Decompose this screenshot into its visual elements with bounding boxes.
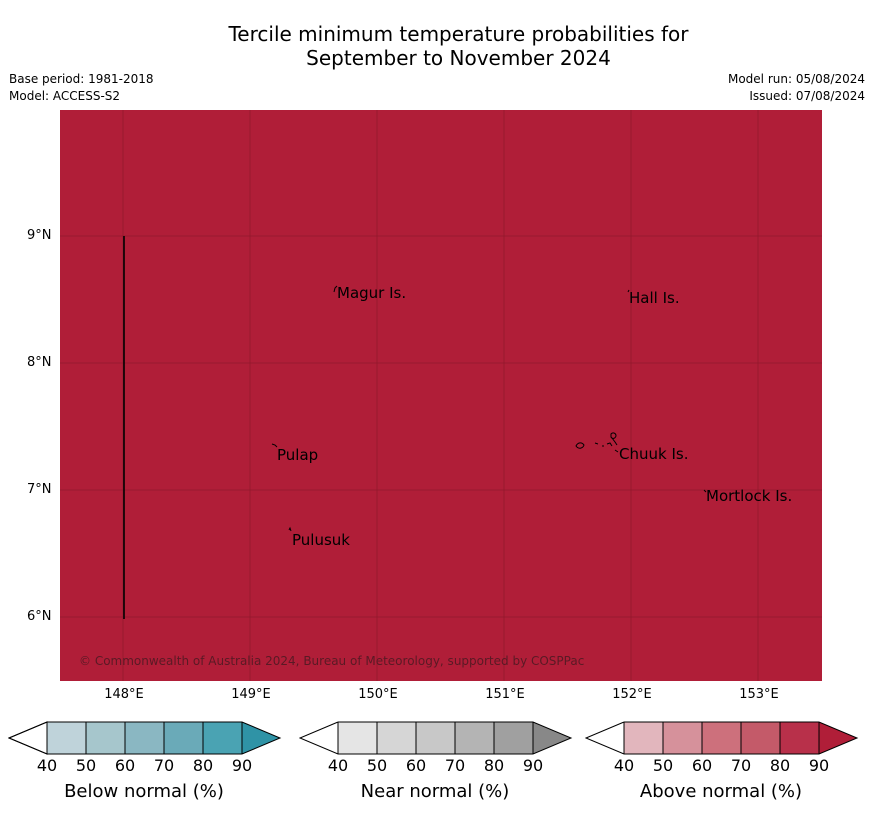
colorbar-above-swatch-50-60 — [663, 722, 702, 754]
model-name: Model: ACCESS-S2 — [9, 89, 121, 103]
tick: 50 — [652, 756, 674, 775]
tick: 90 — [808, 756, 830, 775]
colorbar-below-under-arrow — [8, 721, 48, 755]
issued-date: Issued: 07/08/2024 — [749, 89, 865, 103]
chart-title: Tercile minimum temperature probabilitie… — [0, 22, 873, 70]
base-period: Base period: 1981-2018 — [9, 72, 154, 86]
tick: 80 — [192, 756, 214, 775]
place-label-pulusuk: Pulusuk — [292, 531, 350, 549]
tick: 40 — [327, 756, 349, 775]
colorbar-below — [8, 721, 282, 755]
colorbar-below-label: Below normal (%) — [64, 781, 224, 802]
tick: 40 — [613, 756, 635, 775]
colorbar-near-swatch-80-90 — [494, 722, 533, 754]
colorbar-near-swatch-70-80 — [455, 722, 494, 754]
colorbar-above-over-arrow — [819, 722, 857, 754]
pulap-island-shape — [271, 443, 278, 448]
colorbar-below-swatch-60-70 — [125, 722, 164, 754]
colorbar-near-swatch-40-50 — [338, 722, 377, 754]
tick: 60 — [405, 756, 427, 775]
place-label-magur: Magur Is. — [337, 284, 407, 302]
tick: 50 — [366, 756, 388, 775]
colorbar-near-label: Near normal (%) — [360, 781, 510, 802]
colorbar-above-swatch-40-50 — [624, 722, 663, 754]
colorbar-below-swatch-70-80 — [164, 722, 203, 754]
lon-label-151e: 151°E — [485, 687, 525, 702]
magur-island-shape — [333, 285, 338, 293]
tick: 70 — [153, 756, 175, 775]
colorbar-near-over-arrow — [533, 722, 571, 754]
tick: 70 — [444, 756, 466, 775]
title-line-2: September to November 2024 — [306, 46, 611, 70]
place-label-hall: Hall Is. — [629, 289, 680, 307]
tick: 60 — [114, 756, 136, 775]
model-run: Model run: 05/08/2024 — [727, 72, 865, 86]
lat-label-8n: 8°N — [27, 355, 52, 370]
tick: 40 — [36, 756, 58, 775]
place-label-chuuk: Chuuk Is. — [619, 445, 689, 463]
lon-label-149e: 149°E — [231, 687, 271, 702]
hall-island-shape — [627, 289, 630, 293]
gridlines — [60, 110, 822, 681]
colorbar-near-under-arrow — [300, 722, 338, 754]
colorbar-above-under-arrow — [586, 722, 624, 754]
title-line-1: Tercile minimum temperature probabilitie… — [228, 22, 689, 46]
meta-right: Model run: 05/08/2024 Issued: 07/08/2024 — [728, 71, 865, 105]
colorbar-above — [585, 721, 859, 755]
colorbar-above-swatch-80-90 — [780, 722, 819, 754]
lon-label-150e: 150°E — [358, 687, 398, 702]
colorbar-above-swatch-70-80 — [741, 722, 780, 754]
lon-label-148e: 148°E — [104, 687, 144, 702]
lat-label-6n: 6°N — [27, 609, 52, 624]
chuuk-island-shape — [575, 432, 619, 453]
colorbar-below-over-arrow — [242, 722, 280, 754]
place-label-mortlock: Mortlock Is. — [706, 487, 793, 505]
copyright-notice: © Commonwealth of Australia 2024, Bureau… — [79, 654, 585, 668]
lon-label-152e: 152°E — [612, 687, 652, 702]
islands — [271, 285, 707, 532]
colorbar-near-swatch-60-70 — [416, 722, 455, 754]
tick: 60 — [691, 756, 713, 775]
tick: 90 — [231, 756, 253, 775]
tick: 80 — [483, 756, 505, 775]
colorbar-below-swatch-40-50 — [47, 722, 86, 754]
map-area — [60, 110, 822, 681]
lat-label-9n: 9°N — [27, 228, 52, 243]
colorbar-near — [299, 721, 573, 755]
tick: 80 — [769, 756, 791, 775]
mortlock-island-shape — [703, 489, 707, 493]
lat-label-7n: 7°N — [27, 482, 52, 497]
colorbar-above-label: Above normal (%) — [639, 781, 803, 802]
place-label-pulap: Pulap — [277, 446, 319, 464]
colorbar-below-swatch-50-60 — [86, 722, 125, 754]
colorbar-above-swatch-60-70 — [702, 722, 741, 754]
tick: 70 — [730, 756, 752, 775]
colorbar-near-swatch-50-60 — [377, 722, 416, 754]
lon-label-153e: 153°E — [739, 687, 779, 702]
meta-left: Base period: 1981-2018 Model: ACCESS-S2 — [9, 71, 154, 105]
tick: 90 — [522, 756, 544, 775]
colorbar-below-swatch-80-90 — [203, 722, 242, 754]
tick: 50 — [75, 756, 97, 775]
pulusuk-island-shape — [288, 526, 292, 532]
